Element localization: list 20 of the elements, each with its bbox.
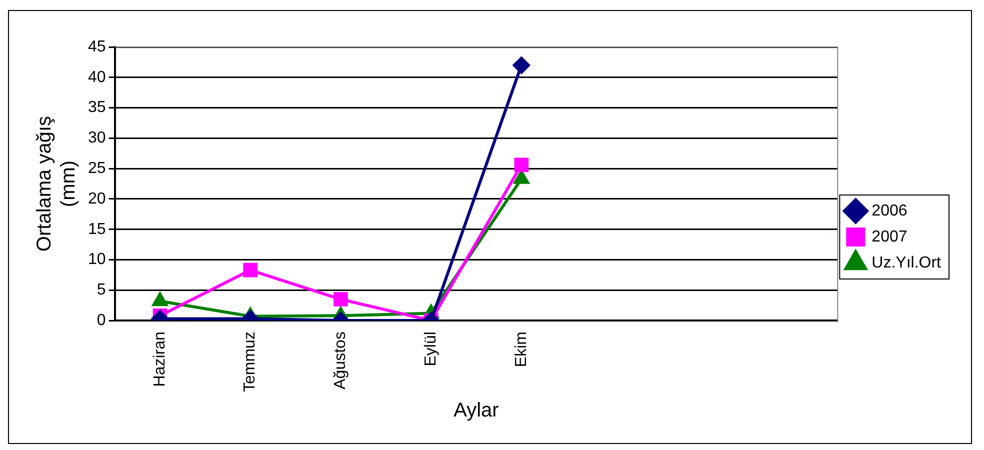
legend-label: 2007 [872,228,908,246]
y-tick-label: 40 [88,68,106,86]
y-axis-title: Ortalama yağış (mm) [34,116,80,252]
y-tick-label: 10 [88,251,106,268]
y-tick-label: 0 [96,312,106,329]
x-tick-label: Temmuz [242,332,259,392]
legend-label: Uz.Yıl.Ort [872,254,942,272]
x-tick-label: Eylül [422,332,440,366]
y-tick-label: 35 [88,99,106,116]
y-tick-label: 5 [96,282,106,299]
x-tick-label: Ekim [512,332,530,368]
legend-label: 2006 [872,202,908,220]
y-tick-label: 45 [88,38,106,56]
x-axis-title: Aylar [454,400,500,422]
x-tick-label: Ağustos [332,332,350,390]
y-tick-label: 30 [88,130,106,147]
y-tick-label: 25 [88,160,106,177]
y-tick-label: 15 [88,220,106,238]
x-tick-label: Haziran [151,332,168,387]
y-tick-label: 20 [88,190,106,208]
